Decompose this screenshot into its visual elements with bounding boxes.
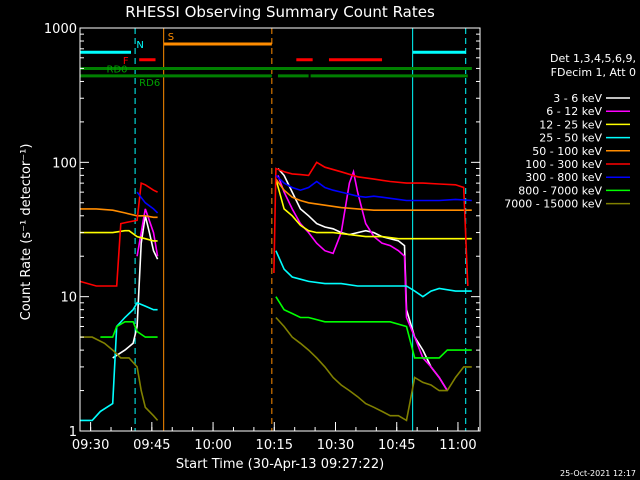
legend-label-300-800-kev: 300 - 800 keV bbox=[525, 171, 602, 184]
flag-label-rd6: RD6 bbox=[139, 78, 160, 89]
x-tick-label: 10:30 bbox=[317, 438, 354, 453]
legend-label-800-7000-kev: 800 - 7000 keV bbox=[518, 184, 602, 197]
series-line-800-7000-kev bbox=[275, 296, 472, 359]
legend-label-50-100-kev: 50 - 100 keV bbox=[532, 145, 602, 158]
y-tick-label: 10 bbox=[60, 291, 77, 306]
legend-label-6-12-kev: 6 - 12 keV bbox=[546, 105, 602, 118]
x-tick-label: 09:45 bbox=[133, 438, 170, 453]
legend-header-line-1: Det 1,3,4,5,6,9, bbox=[550, 52, 636, 65]
y-tick-label: 100 bbox=[52, 156, 77, 171]
flag-label-n: N bbox=[136, 40, 143, 51]
x-tick-label: 10:00 bbox=[194, 438, 231, 453]
flag-label-s: S bbox=[168, 32, 174, 43]
plot-frame bbox=[79, 27, 481, 432]
series-line-100-300-kev bbox=[273, 161, 469, 287]
series-line-800-7000-kev bbox=[100, 320, 158, 338]
series-line-25-50-kev bbox=[80, 301, 158, 422]
legend-label-12-25-kev: 12 - 25 keV bbox=[539, 118, 602, 131]
y-axis-label: Count Rate (s⁻¹ detector⁻¹) bbox=[19, 144, 34, 321]
y-tick-label: 1000 bbox=[44, 22, 77, 37]
series-line-25-50-kev bbox=[275, 250, 472, 298]
series-line-12-25-kev bbox=[80, 229, 158, 242]
series-line-6-12-kev bbox=[277, 168, 448, 392]
series-line-7000-15000-kev bbox=[80, 336, 159, 421]
legend-label-25-50-kev: 25 - 50 keV bbox=[539, 132, 602, 145]
series-line-3-6-kev bbox=[277, 167, 448, 392]
chart-title: RHESSI Observing Summary Count Rates bbox=[125, 3, 435, 21]
series-line-6-12-kev bbox=[136, 208, 159, 257]
legend-header-line-2: FDecim 1, Att 0 bbox=[551, 66, 636, 79]
x-tick-label: 09:30 bbox=[72, 438, 109, 453]
series-line-100-300-kev bbox=[79, 181, 158, 287]
legend-label-3-6-kev: 3 - 6 keV bbox=[553, 92, 602, 105]
flag-label-rd0: RD0 bbox=[107, 64, 128, 75]
legend-label-100-300-kev: 100 - 300 keV bbox=[525, 158, 602, 171]
series-line-50-100-kev bbox=[80, 208, 158, 219]
series-line-12-25-kev bbox=[275, 178, 472, 240]
x-tick-label: 10:15 bbox=[256, 438, 293, 453]
timestamp: 25-Oct-2021 12:17 bbox=[560, 469, 636, 478]
series-line-300-800-kev bbox=[275, 174, 472, 202]
series-line-7000-15000-kev bbox=[275, 316, 472, 422]
series-line-50-100-kev bbox=[275, 178, 472, 211]
legend-label-7000-15000-kev: 7000 - 15000 keV bbox=[504, 198, 602, 211]
legend: Det 1,3,4,5,6,9, FDecim 1, Att 0 3 - 6 k… bbox=[504, 52, 636, 211]
x-axis-label: Start Time (30-Apr-13 09:27:22) bbox=[176, 457, 384, 472]
series-line-300-800-kev bbox=[136, 191, 159, 214]
x-tick-label: 10:45 bbox=[378, 438, 415, 453]
series-line-3-6-kev bbox=[112, 215, 159, 359]
x-tick-label: 11:00 bbox=[439, 438, 476, 453]
y-tick-label: 1 bbox=[69, 425, 77, 440]
flag-label-f: F bbox=[123, 56, 129, 67]
